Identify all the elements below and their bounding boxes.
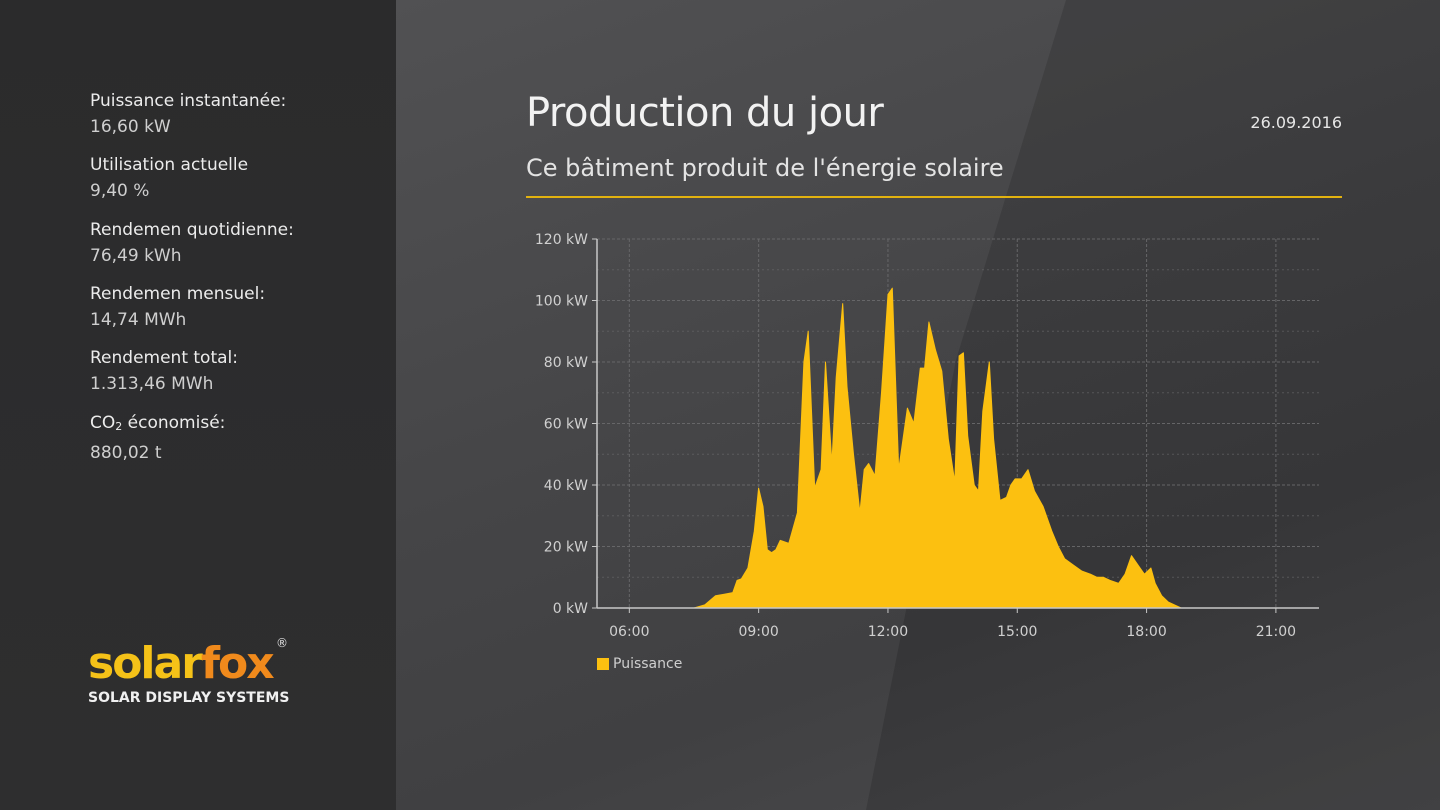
stat-label: Rendement total: [90, 348, 238, 368]
logo-word-solar: solar [88, 638, 203, 689]
x-tick-label: 06:00 [609, 624, 649, 640]
y-tick-label: 100 kW [535, 294, 588, 310]
registered-mark: ® [276, 636, 288, 650]
stat-label: Rendemen quotidienne: [90, 220, 294, 240]
logo-word-fox: fox [200, 638, 275, 689]
co2-label-rest: économisé: [122, 413, 226, 433]
y-tick-label: 20 kW [544, 540, 588, 556]
co2-subscript: 2 [115, 420, 123, 433]
y-tick-label: 60 kW [544, 417, 588, 433]
stat-value: 76,49 kWh [90, 246, 182, 266]
logo-wordmark: solarfox [88, 640, 289, 688]
date-label: 26.09.2016 [1250, 113, 1342, 132]
stat-total-yield: Rendement total: 1.313,46 MWh [90, 347, 238, 395]
series-area-puissance [693, 287, 1186, 609]
title-divider [526, 196, 1342, 198]
legend-label: Puissance [613, 656, 683, 672]
co2-text: CO [90, 413, 116, 433]
stat-daily-yield: Rendemen quotidienne: 76,49 kWh [90, 219, 294, 267]
stat-label: Puissance instantanée: [90, 91, 287, 111]
stat-instant-power: Puissance instantanée: 16,60 kW [90, 90, 286, 138]
page-title: Production du jour [526, 90, 884, 136]
y-tick-label: 40 kW [544, 478, 588, 494]
x-tick-label: 12:00 [868, 624, 908, 640]
stat-label: Rendemen mensuel: [90, 284, 266, 304]
x-tick-label: 15:00 [997, 624, 1037, 640]
chart-legend[interactable]: Puissance [597, 656, 682, 672]
solarfox-logo: solarfox ® SOLAR DISPLAY SYSTEMS [88, 636, 290, 706]
y-tick-label: 120 kW [535, 232, 588, 248]
logo-tagline: SOLAR DISPLAY SYSTEMS [88, 690, 290, 706]
stat-value: 14,74 MWh [90, 310, 187, 330]
x-tick-label: 18:00 [1126, 624, 1166, 640]
stat-label: CO2 économisé: [90, 412, 225, 438]
sidebar: Puissance instantanée: 16,60 kW Utilisat… [0, 0, 396, 810]
stat-value: 9,40 % [90, 181, 150, 201]
stat-value: 16,60 kW [90, 117, 171, 137]
page-subtitle: Ce bâtiment produit de l'énergie solaire [526, 154, 1004, 182]
legend-swatch [597, 658, 609, 670]
stat-monthly-yield: Rendemen mensuel: 14,74 MWh [90, 283, 265, 331]
y-tick-label: 80 kW [544, 355, 588, 371]
y-tick-label: 0 kW [553, 601, 588, 617]
stat-value: 880,02 t [90, 443, 162, 463]
stat-value: 1.313,46 MWh [90, 374, 214, 394]
stat-co2-saved: CO2 économisé: 880,02 t [90, 412, 225, 464]
stat-current-usage: Utilisation actuelle 9,40 % [90, 154, 248, 202]
x-tick-label: 21:00 [1256, 624, 1296, 640]
stat-label: Utilisation actuelle [90, 155, 249, 175]
x-tick-label: 09:00 [738, 624, 778, 640]
